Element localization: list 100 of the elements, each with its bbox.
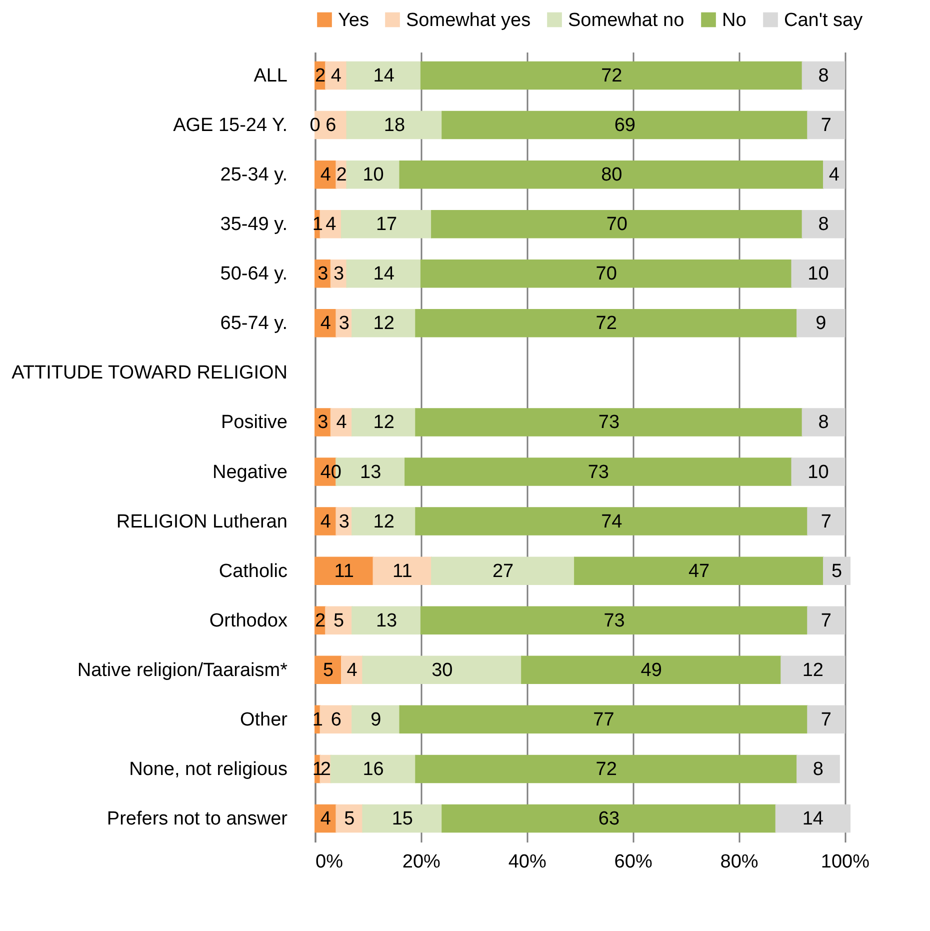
data-label: 27 xyxy=(492,560,514,582)
y-tick-label: Catholic xyxy=(218,560,288,582)
y-tick-label: Other xyxy=(240,709,288,730)
bar xyxy=(574,556,824,585)
bar xyxy=(796,754,840,784)
bar xyxy=(420,260,792,288)
y-tick-label: Negative xyxy=(212,462,288,483)
bar xyxy=(807,705,846,734)
bar xyxy=(415,408,803,436)
x-tick-label: 80% xyxy=(720,852,758,872)
bar xyxy=(823,556,850,585)
legend-label: Can't say xyxy=(784,10,864,31)
data-label: 6 xyxy=(330,709,342,730)
data-label: 63 xyxy=(598,808,620,830)
bar xyxy=(420,61,803,90)
x-tick-label: 20% xyxy=(402,852,441,872)
x-tick-label: 0% xyxy=(316,852,344,872)
y-tick-label: Positive xyxy=(220,412,288,434)
data-label: 49 xyxy=(640,660,662,681)
data-label: 0 xyxy=(330,462,342,483)
bar xyxy=(442,110,808,140)
y-tick-label: RELIGION Lutheran xyxy=(116,511,288,532)
legend-label: No xyxy=(722,10,746,31)
data-label: 72 xyxy=(601,66,622,87)
data-label: 8 xyxy=(818,66,829,87)
data-label: 74 xyxy=(601,511,623,532)
bar xyxy=(802,408,846,436)
bar xyxy=(346,110,443,140)
data-label: 8 xyxy=(818,214,829,236)
bar xyxy=(807,110,846,140)
data-label: 13 xyxy=(376,610,398,632)
bar xyxy=(780,656,846,684)
y-tick-label: Prefers not to answer xyxy=(106,808,288,830)
data-label: 12 xyxy=(373,511,394,532)
data-label: 3 xyxy=(318,412,328,434)
data-label: 4 xyxy=(320,164,332,186)
data-label: 9 xyxy=(370,709,382,730)
data-label: 16 xyxy=(362,758,384,780)
data-label: 5 xyxy=(831,560,842,582)
data-label: 3 xyxy=(338,511,350,532)
data-label: 30 xyxy=(432,660,453,681)
bar xyxy=(352,309,416,338)
data-label: 3 xyxy=(338,313,350,334)
data-label: 5 xyxy=(344,808,355,830)
bar xyxy=(340,210,432,238)
bar xyxy=(791,260,846,288)
x-tick-label: 100% xyxy=(820,852,870,872)
legend-label: Somewhat yes xyxy=(406,10,531,31)
y-tick-label: 25-34 y. xyxy=(220,164,288,186)
bar xyxy=(346,61,422,90)
data-label: 14 xyxy=(373,264,395,285)
bar xyxy=(330,754,416,784)
data-label: 8 xyxy=(818,412,829,434)
data-label: 12 xyxy=(373,313,394,334)
data-label: 70 xyxy=(606,214,628,236)
bar xyxy=(431,556,576,585)
data-label: 70 xyxy=(596,264,617,285)
data-label: 69 xyxy=(614,115,636,136)
data-label: 4 xyxy=(320,511,332,532)
bar xyxy=(362,656,522,684)
data-label: 72 xyxy=(596,313,617,334)
data-label: 8 xyxy=(812,758,824,780)
data-label: 7 xyxy=(820,511,832,532)
data-label: 13 xyxy=(360,462,382,483)
bar xyxy=(362,804,443,833)
data-label: 7 xyxy=(820,709,832,730)
data-label: 15 xyxy=(392,808,413,830)
bar xyxy=(807,606,846,634)
data-label: 5 xyxy=(322,660,334,681)
data-label: 9 xyxy=(816,313,826,334)
y-tick-label: 35-49 y. xyxy=(220,214,288,236)
y-tick-label: AGE 15-24 Y. xyxy=(173,115,288,136)
data-label: 10 xyxy=(362,164,384,186)
data-label: 17 xyxy=(376,214,398,236)
data-label: 77 xyxy=(593,709,614,730)
data-label: 4 xyxy=(828,164,840,186)
bar xyxy=(442,804,776,833)
y-tick-label: 65-74 y. xyxy=(220,313,288,334)
bar xyxy=(352,705,400,734)
data-label: 3 xyxy=(334,264,344,285)
data-label: 11 xyxy=(392,560,412,582)
data-label: 14 xyxy=(373,66,395,87)
data-label: 47 xyxy=(688,560,710,582)
data-label: 4 xyxy=(336,412,348,434)
bar xyxy=(352,606,422,634)
y-tick-label: 50-64 y. xyxy=(220,264,288,285)
data-label: 18 xyxy=(384,115,406,136)
bar xyxy=(352,408,416,436)
data-label: 4 xyxy=(330,66,342,87)
data-label: 2 xyxy=(315,66,326,87)
bar xyxy=(372,556,432,585)
legend-label: Somewhat no xyxy=(568,10,684,31)
data-label: 2 xyxy=(315,610,326,632)
data-label: 2 xyxy=(336,164,347,186)
bar xyxy=(314,556,374,585)
y-tick-label: Native religion/Taaraism* xyxy=(77,660,288,681)
data-label: 2 xyxy=(320,758,331,780)
bar xyxy=(346,260,422,288)
bar xyxy=(346,160,400,189)
bar xyxy=(796,309,846,338)
